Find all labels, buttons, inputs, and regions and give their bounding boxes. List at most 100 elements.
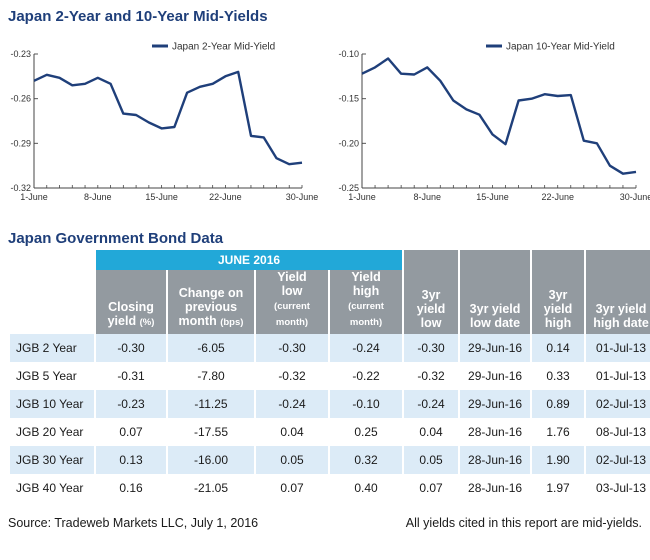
cell-high: 0.25 (330, 418, 403, 446)
legend-label: Japan 2-Year Mid-Yield (172, 42, 275, 53)
cell-change: -6.05 (168, 334, 254, 362)
cell-low: -0.30 (256, 334, 328, 362)
bond-name: JGB 20 Year (10, 418, 94, 446)
cell-low: -0.24 (256, 390, 328, 418)
col-3yr-low-date: 3yr yield low date (460, 250, 531, 334)
series-line (361, 57, 637, 175)
x-tick-label: 8-June (413, 192, 441, 202)
cell-high: 0.40 (330, 474, 403, 502)
y-tick-label: -0.15 (338, 94, 359, 104)
cell-low3: -0.24 (404, 390, 459, 418)
y-tick-label: -0.29 (10, 138, 31, 148)
cell-closing: -0.31 (96, 362, 166, 390)
x-tick-label: 1-June (348, 192, 376, 202)
table-row: JGB 10 Year -0.23 -11.25 -0.24 -0.10 -0.24 29-… (10, 390, 650, 418)
cell-lowdate: 28-Jun-16 (460, 474, 531, 502)
cell-closing: 0.13 (96, 446, 166, 474)
cell-low3: 0.04 (404, 418, 459, 446)
y-tick-label: -0.23 (10, 49, 31, 59)
x-tick-label: 22-June (209, 192, 242, 202)
cell-high: -0.10 (330, 390, 403, 418)
jgb-table-body: JGB 2 Year -0.30 -6.05 -0.30 -0.24 -0.30 29-Ju… (10, 334, 650, 502)
june-2016-header: JUNE 2016 (96, 250, 403, 270)
x-tick-label: 22-June (541, 192, 574, 202)
x-tick-label: 15-June (145, 192, 178, 202)
cell-closing: -0.23 (96, 390, 166, 418)
col-3yr-high-date: 3yr yield high date (586, 250, 650, 334)
table-row: JGB 2 Year -0.30 -6.05 -0.30 -0.24 -0.30 29-Ju… (10, 334, 650, 362)
bond-name: JGB 30 Year (10, 446, 94, 474)
col-change: Change on previous month (bps) (168, 270, 254, 334)
cell-highdate: 02-Jul-13 (586, 446, 650, 474)
col-yield-high: Yield high (current month) (330, 270, 403, 334)
cell-highdate: 01-Jul-13 (586, 334, 650, 362)
col-yield-low: Yield low (current month) (256, 270, 328, 334)
cell-highdate: 01-Jul-13 (586, 362, 650, 390)
japan-2yr-chart-svg: -0.23 -0.26 -0.29 -0.321-June 8-June 15-June 2… (10, 42, 318, 203)
table-title: Japan Government Bond Data (8, 230, 224, 247)
col-3yr-low: 3yr yield low (404, 250, 459, 334)
cell-lowdate: 28-Jun-16 (460, 418, 531, 446)
y-tick-label: -0.25 (338, 183, 359, 193)
japan-2yr-chart: -0.23 -0.26 -0.29 -0.32 1-June 8-June 15-June 2… (8, 36, 318, 216)
cell-change: -17.55 (168, 418, 254, 446)
cell-closing: 0.16 (96, 474, 166, 502)
header-blank (10, 250, 94, 270)
cell-highdate: 08-Jul-13 (586, 418, 650, 446)
japan-10yr-chart: -0.10 -0.15 -0.20 -0.25 1-June 8-June 15-June 2… (336, 36, 650, 216)
cell-highdate: 03-Jul-13 (586, 474, 650, 502)
table-row: JGB 5 Year -0.31 -7.80 -0.32 -0.22 -0.32 29-Ju… (10, 362, 650, 390)
x-tick-label: 15-June (476, 192, 509, 202)
cell-low3: 0.05 (404, 446, 459, 474)
bond-name: JGB 40 Year (10, 474, 94, 502)
bond-name: JGB 2 Year (10, 334, 94, 362)
table-row: JGB 20 Year 0.07 -17.55 0.04 0.25 0.04 28-Jun-… (10, 418, 650, 446)
cell-high3: 1.76 (532, 418, 585, 446)
cell-low3: 0.07 (404, 474, 459, 502)
col-closing-yield: Closing yield (%) (96, 270, 166, 334)
x-tick-label: 1-June (20, 192, 48, 202)
table-row: JGB 40 Year 0.16 -21.05 0.07 0.40 0.07 28-Jun-… (10, 474, 650, 502)
plot-area (34, 54, 302, 188)
cell-lowdate: 29-Jun-16 (460, 390, 531, 418)
cell-change: -7.80 (168, 362, 254, 390)
jgb-table-wrapper: JUNE 2016 3yr yield low 3yr yield low date … (8, 250, 650, 502)
cell-closing: 0.07 (96, 418, 166, 446)
x-tick-label: 30-June (286, 192, 319, 202)
cell-high: -0.22 (330, 362, 403, 390)
cell-highdate: 02-Jul-13 (586, 390, 650, 418)
cell-low: 0.07 (256, 474, 328, 502)
cell-low: 0.04 (256, 418, 328, 446)
legend-label: Japan 10-Year Mid-Yield (506, 42, 615, 53)
y-tick-label: -0.26 (10, 94, 31, 104)
cell-change: -16.00 (168, 446, 254, 474)
jgb-data-table: JUNE 2016 3yr yield low 3yr yield low date … (8, 250, 650, 502)
cell-change: -21.05 (168, 474, 254, 502)
bond-name: JGB 5 Year (10, 362, 94, 390)
cell-high3: 0.89 (532, 390, 585, 418)
cell-low3: -0.30 (404, 334, 459, 362)
table-row: JGB 30 Year 0.13 -16.00 0.05 0.32 0.05 28-Jun-… (10, 446, 650, 474)
mid-yield-note: All yields cited in this report are mid-… (405, 516, 642, 530)
cell-high3: 0.33 (532, 362, 585, 390)
cell-change: -11.25 (168, 390, 254, 418)
japan-10yr-chart-svg: -0.10 -0.15 -0.20 -0.251-June 8-June 15-June 2… (338, 42, 650, 203)
y-tick-label: -0.20 (338, 138, 359, 148)
x-tick-label: 30-June (620, 192, 650, 202)
y-tick-label: -0.32 (10, 183, 31, 193)
source-note: Source: Tradeweb Markets LLC, July 1, 20… (8, 516, 259, 530)
col-3yr-high: 3yr yield high (532, 250, 585, 334)
cell-low: 0.05 (256, 446, 328, 474)
cell-low: -0.32 (256, 362, 328, 390)
cell-high3: 1.90 (532, 446, 585, 474)
x-tick-label: 8-June (84, 192, 112, 202)
cell-lowdate: 29-Jun-16 (460, 334, 531, 362)
cell-lowdate: 28-Jun-16 (460, 446, 531, 474)
y-tick-label: -0.10 (338, 49, 359, 59)
header-blank-2 (10, 270, 94, 334)
cell-high3: 0.14 (532, 334, 585, 362)
plot-area (362, 54, 636, 188)
bond-name: JGB 10 Year (10, 390, 94, 418)
cell-high: 0.32 (330, 446, 403, 474)
series-line (33, 70, 303, 166)
